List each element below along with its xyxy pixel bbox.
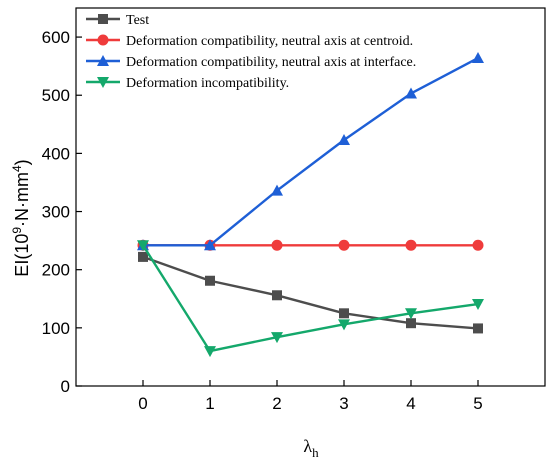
- y-tick-label: 500: [42, 86, 70, 105]
- data-point: [405, 87, 417, 99]
- plot-border: [75, 7, 546, 387]
- data-point: [272, 290, 282, 301]
- x-axis: 0 1 2 3 4 5: [138, 380, 483, 413]
- x-tick-label: 3: [339, 394, 348, 413]
- legend-item: Deformation incompatibility.: [86, 76, 289, 91]
- y-tick-label: 600: [42, 28, 70, 47]
- x-axis-title-sub: h: [312, 445, 319, 460]
- data-point: [473, 323, 483, 334]
- y-axis-title-exp2: 4: [10, 165, 24, 172]
- series-layer: [137, 52, 484, 358]
- x-axis-title: λh: [303, 436, 319, 460]
- legend-swatch-marker: [97, 55, 109, 66]
- data-point: [472, 299, 484, 311]
- data-point: [405, 239, 417, 251]
- y-tick-label: 0: [61, 377, 70, 396]
- data-point: [137, 240, 149, 252]
- x-axis-title-base: λ: [303, 436, 312, 456]
- y-tick-label: 300: [42, 203, 70, 222]
- legend-label: Test: [126, 13, 149, 28]
- legend: Test Deformation compatibility, neutral a…: [86, 13, 416, 91]
- y-axis-title-exp1: 9: [10, 227, 24, 234]
- x-tick-label: 5: [473, 394, 482, 413]
- legend-item: Deformation compatibility, neutral axis …: [86, 34, 413, 49]
- legend-label: Deformation incompatibility.: [126, 76, 289, 91]
- data-point: [338, 239, 350, 251]
- x-tick-label: 2: [272, 394, 281, 413]
- data-point: [339, 308, 349, 319]
- y-tick-label: 200: [42, 261, 70, 280]
- y-axis: 0 100 200 300 400 500 600: [42, 28, 82, 396]
- legend-label: Deformation compatibility, neutral axis …: [126, 55, 416, 70]
- y-axis-title-mid: ·N·mm: [12, 172, 32, 227]
- legend-item: Test: [86, 13, 149, 28]
- data-point: [138, 251, 148, 262]
- data-point: [338, 134, 350, 146]
- data-point: [472, 52, 484, 64]
- series-2: [137, 52, 484, 251]
- series-line: [143, 56, 479, 247]
- data-point: [204, 239, 216, 251]
- data-point: [338, 319, 350, 331]
- y-axis-title-main: EI(10: [12, 234, 32, 277]
- legend-label: Deformation compatibility, neutral axis …: [126, 34, 413, 49]
- y-tick-label: 100: [42, 319, 70, 338]
- plot-frame: [75, 7, 546, 387]
- y-tick-label: 400: [42, 144, 70, 163]
- data-point: [271, 184, 283, 196]
- series-line: [141, 244, 479, 353]
- data-point: [271, 239, 283, 251]
- x-tick-label: 0: [138, 394, 147, 413]
- data-point: [271, 332, 283, 344]
- data-point: [472, 239, 484, 251]
- y-axis-title-end: ): [12, 159, 32, 165]
- legend-item: Deformation compatibility, neutral axis …: [86, 55, 416, 70]
- x-tick-label: 1: [205, 394, 214, 413]
- x-tick-label: 4: [406, 394, 415, 413]
- legend-swatch-marker: [97, 34, 109, 46]
- series-3: [137, 240, 484, 358]
- data-point: [405, 308, 417, 320]
- data-point: [205, 275, 215, 286]
- legend-swatch-marker: [98, 14, 108, 24]
- data-point: [406, 318, 416, 329]
- series-0: [138, 251, 483, 334]
- y-axis-title: EI(109·N·mm4): [10, 159, 32, 276]
- series-line: [142, 255, 479, 330]
- data-point: [204, 346, 216, 358]
- legend-swatch-marker: [97, 77, 109, 88]
